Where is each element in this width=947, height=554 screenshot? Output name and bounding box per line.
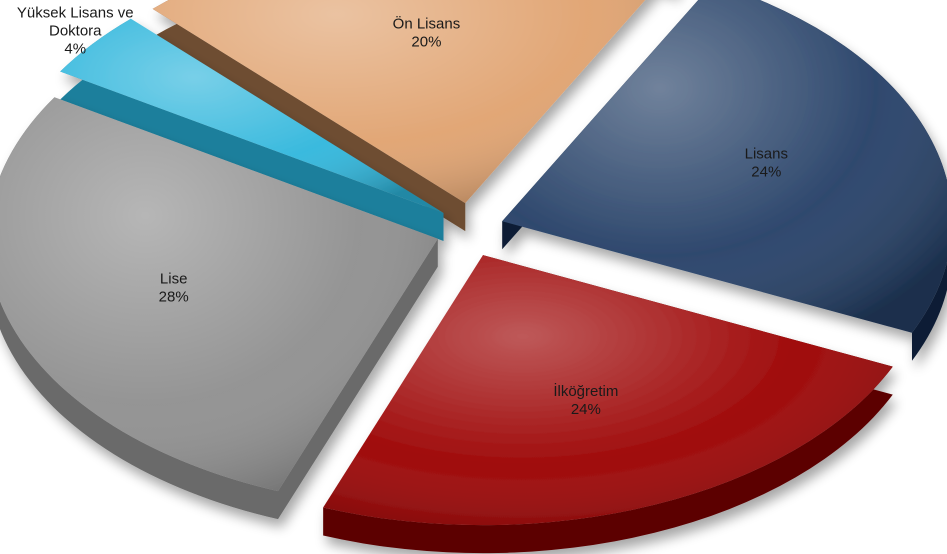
pie-label-name-0: Lisans	[745, 145, 788, 162]
pie-label-0: Lisans 24%	[745, 145, 788, 180]
pie-label-4: Ön Lisans 20%	[393, 14, 461, 50]
pie-slice-gloss-0	[502, 0, 947, 333]
pie-label-name-4: Ön Lisans	[393, 14, 461, 32]
pie-slice-0	[502, 0, 947, 361]
pie-label-value-4: 20%	[411, 33, 441, 50]
pie-slice-gloss-3	[60, 18, 444, 213]
pie-slice-1	[323, 255, 893, 554]
pie-slice-4	[152, 0, 646, 232]
pie-slice-side-3	[60, 18, 444, 241]
pie-label-name-2: Lise	[160, 271, 188, 288]
pie-label-value-1: 24%	[571, 401, 601, 418]
pie-label-value-3: 4%	[64, 40, 86, 57]
pie-label-value-0: 24%	[751, 163, 781, 180]
pie-slice-gloss-1	[323, 255, 893, 526]
pie-slice-gloss-2	[0, 97, 438, 492]
pie-slice-3	[60, 18, 444, 241]
pie-label-name-3: Yüksek Lisans ve	[17, 4, 134, 21]
pie-slice-gloss-4	[152, 0, 646, 204]
pie-label-3: Yüksek Lisans ve Doktora 4%	[17, 4, 134, 57]
pie-label-2: Lise 28%	[159, 271, 189, 306]
pie-label-1: İlköğretim 24%	[553, 382, 618, 418]
pie-slice-side-2	[0, 97, 438, 520]
pie-label-name-1: İlköğretim	[553, 382, 618, 400]
pie-label-name-3: Doktora	[49, 22, 102, 39]
pie-slice-side-4	[152, 0, 466, 232]
pie-label-value-2: 28%	[159, 289, 189, 306]
pie-slice-2	[0, 97, 438, 520]
